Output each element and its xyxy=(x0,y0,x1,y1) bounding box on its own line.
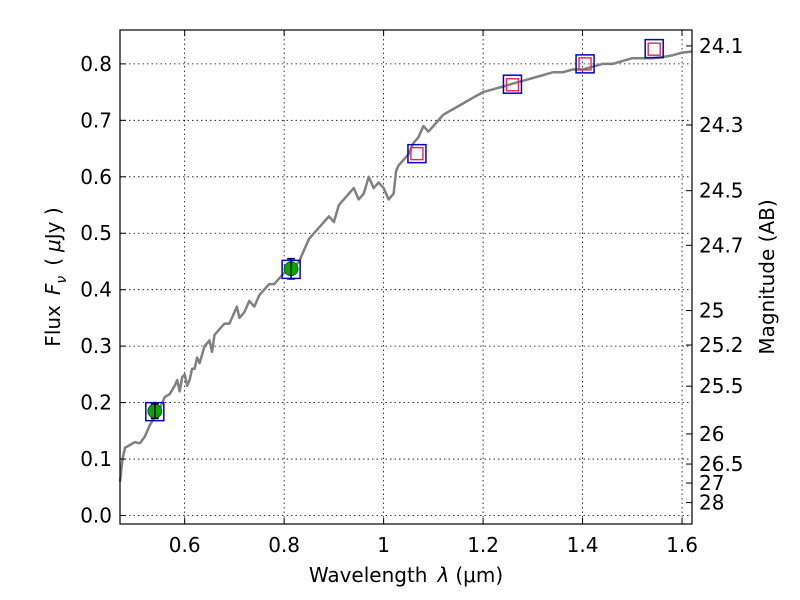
right-axis-label: Magnitude (AB) xyxy=(755,199,779,354)
right-tick-label: 28 xyxy=(699,491,724,515)
right-tick-label: 27 xyxy=(699,471,724,495)
photometry-box xyxy=(644,38,664,59)
plot-frame xyxy=(119,29,693,525)
photometry-box xyxy=(145,401,165,422)
y-tick-label: 0.3 xyxy=(80,334,112,358)
x-tick-label: 1 xyxy=(377,533,390,557)
grid xyxy=(120,30,692,524)
y-tick-label: 0.0 xyxy=(80,504,112,528)
x-axis-label-text: Wavelength xyxy=(309,563,428,587)
plot-background xyxy=(120,30,692,524)
y-tick-label: 0.7 xyxy=(80,108,112,132)
y-tick-label: 0.8 xyxy=(80,52,112,76)
y-axis-label-text: Flux xyxy=(41,305,65,347)
y-axis-label: Flux Fν ( μJy ) xyxy=(41,207,70,346)
x-tick-label: 0.6 xyxy=(169,533,201,557)
y-axis-label-unit: Jy ) xyxy=(41,207,65,241)
x-axis-label-symbol: λ xyxy=(437,563,450,587)
x-tick-label: 1.2 xyxy=(467,533,499,557)
predicted-marker xyxy=(578,57,592,71)
x-tick-label: 1.6 xyxy=(666,533,698,557)
photometry-box xyxy=(502,74,523,94)
right-tick-label: 25 xyxy=(699,299,724,323)
ticks: 0.6 0.8 1 1.2 1.4 1.6 0.0 0.1 0.2 0.3 0.4 0.5 0.6 0.7… xyxy=(80,30,744,557)
y-axis-label-subscript: ν xyxy=(54,276,70,284)
photometry-box xyxy=(407,143,427,164)
right-tick-label: 24.3 xyxy=(699,113,744,137)
photometry-box xyxy=(575,54,595,74)
model-spectrum xyxy=(118,50,693,482)
right-tick-label: 24.5 xyxy=(699,179,744,203)
right-tick-label: 24.1 xyxy=(699,34,744,58)
model-spectrum-line xyxy=(118,50,693,482)
right-tick-label: 26.5 xyxy=(699,452,744,476)
right-tick-label: 25.5 xyxy=(699,374,744,398)
predicted-marker xyxy=(505,78,520,92)
predicted-marker xyxy=(410,146,424,161)
y-tick-label: 0.5 xyxy=(80,221,112,245)
right-tick-label: 26 xyxy=(699,422,724,446)
y-tick-label: 0.1 xyxy=(80,447,112,471)
predicted-marker xyxy=(647,42,661,56)
y-tick-label: 0.2 xyxy=(80,391,112,415)
photometry-box xyxy=(281,259,301,280)
y-axis-label-unit-mu: μ xyxy=(41,239,65,253)
y-tick-label: 0.6 xyxy=(80,165,112,189)
right-tick-label: 24.7 xyxy=(699,233,744,257)
right-tick-label: 25.2 xyxy=(699,333,744,357)
x-axis-label-unit: (μm) xyxy=(455,563,503,587)
x-tick-label: 0.8 xyxy=(268,533,300,557)
y-axis-label-unit-open: ( xyxy=(41,258,65,266)
x-axis-label: Wavelength λ (μm) xyxy=(309,563,503,587)
y-axis-label-symbol: F xyxy=(41,283,65,295)
x-tick-label: 1.4 xyxy=(567,533,599,557)
photometry-markers xyxy=(145,38,664,422)
y-tick-label: 0.4 xyxy=(80,278,112,302)
